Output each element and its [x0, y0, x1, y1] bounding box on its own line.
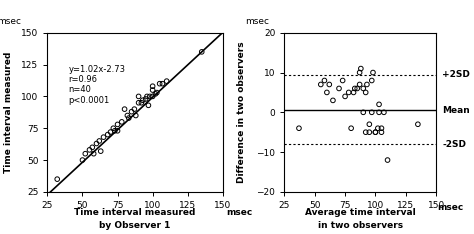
Point: [368, 79, 375, 82]
Point: [323, 91, 331, 94]
Point: [93, 142, 100, 145]
Point: [149, 84, 156, 88]
Point: [86, 148, 93, 152]
Point: [339, 79, 346, 82]
Point: [97, 149, 104, 153]
Text: -2SD: -2SD: [442, 140, 466, 149]
Text: Time interval measured: Time interval measured: [74, 208, 196, 217]
Text: Time interval measured: Time interval measured: [4, 52, 13, 173]
Point: [89, 146, 96, 149]
Point: [326, 83, 333, 86]
Point: [198, 50, 206, 54]
Point: [121, 107, 128, 111]
Point: [82, 152, 89, 156]
Point: [356, 71, 364, 74]
Point: [362, 130, 370, 134]
Point: [143, 95, 151, 98]
Point: [350, 91, 357, 94]
Point: [135, 101, 142, 105]
Point: [109, 126, 117, 130]
Text: msec: msec: [245, 17, 269, 26]
Point: [351, 87, 358, 90]
Point: [131, 107, 138, 111]
Point: [139, 98, 146, 102]
Point: [365, 122, 373, 126]
Point: [335, 87, 343, 90]
Text: Average time interval: Average time interval: [305, 208, 416, 217]
Point: [111, 129, 118, 133]
Point: [100, 135, 107, 139]
Point: [354, 87, 361, 90]
Point: [375, 110, 383, 114]
Point: [114, 123, 121, 126]
Point: [96, 139, 103, 143]
Text: msec: msec: [438, 203, 464, 212]
Point: [365, 130, 373, 134]
Point: [372, 130, 379, 134]
Point: [329, 99, 337, 102]
Point: [149, 95, 156, 98]
Point: [341, 95, 349, 98]
Point: [79, 158, 86, 162]
Point: [135, 95, 142, 98]
Point: [128, 110, 136, 113]
Point: [104, 133, 111, 136]
Point: [132, 114, 139, 117]
Point: [159, 82, 166, 86]
Point: [114, 129, 121, 133]
Point: [374, 126, 382, 130]
Text: msec: msec: [226, 208, 253, 217]
Point: [345, 91, 353, 94]
Point: [363, 83, 371, 86]
Point: [378, 130, 385, 134]
Point: [359, 110, 367, 114]
Point: [369, 71, 377, 74]
Point: [145, 103, 152, 107]
Point: [163, 79, 171, 83]
Point: [125, 116, 133, 120]
Point: [384, 158, 392, 162]
Text: +2SD: +2SD: [442, 70, 470, 79]
Point: [156, 82, 164, 86]
Text: in two observers: in two observers: [318, 220, 403, 230]
Point: [124, 114, 131, 117]
Point: [317, 83, 325, 86]
Point: [149, 88, 156, 92]
Point: [153, 91, 161, 95]
Point: [118, 120, 126, 124]
Point: [295, 126, 303, 130]
Text: y=1.02x-2.73
r=0.96
n=40
p<0.0001: y=1.02x-2.73 r=0.96 n=40 p<0.0001: [68, 65, 126, 105]
Point: [414, 122, 422, 126]
Point: [107, 130, 114, 134]
Point: [375, 102, 383, 106]
Point: [359, 87, 367, 90]
Text: by Observer 1: by Observer 1: [100, 220, 171, 230]
Point: [347, 126, 355, 130]
Point: [320, 79, 328, 82]
Point: [152, 92, 159, 96]
Text: Mean: Mean: [442, 106, 470, 115]
Point: [372, 130, 379, 134]
Text: Difference in two observers: Difference in two observers: [237, 41, 246, 183]
Point: [356, 83, 364, 86]
Point: [378, 126, 385, 130]
Point: [54, 177, 61, 181]
Point: [146, 95, 154, 98]
Point: [380, 110, 388, 114]
Point: [90, 152, 98, 156]
Point: [357, 67, 365, 70]
Text: msec: msec: [0, 17, 21, 26]
Point: [142, 97, 149, 101]
Point: [362, 91, 370, 94]
Point: [368, 110, 375, 114]
Point: [137, 101, 145, 105]
